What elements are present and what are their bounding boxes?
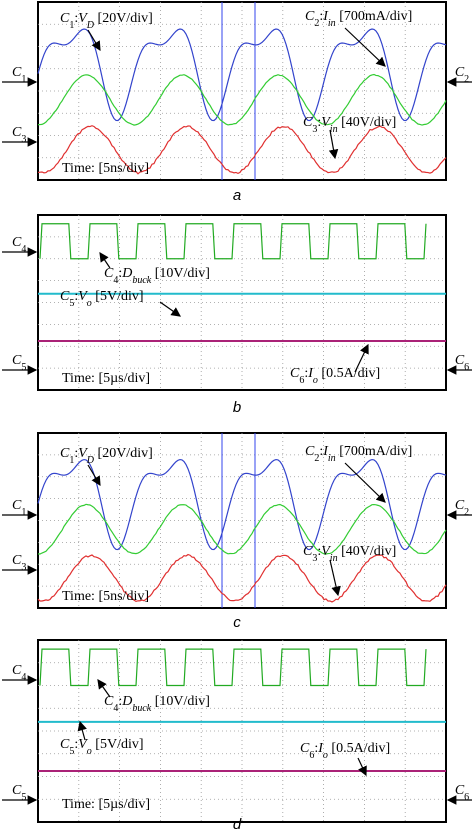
text-part: 2 <box>464 507 469 518</box>
text-part: in <box>328 18 336 29</box>
text-part: [20V/div] <box>94 11 153 26</box>
text-part: Time: [5ns/div] <box>62 161 149 176</box>
text-part: [700mA/div] <box>336 444 413 459</box>
text-part: 3 <box>21 562 26 573</box>
text-part: [0.5A/div] <box>328 741 390 756</box>
text-part: 5 <box>21 792 26 803</box>
text-part: [40V/div] <box>338 544 397 559</box>
panel-caption: c <box>233 614 241 631</box>
text-part: Time: [5µs/div] <box>62 797 150 812</box>
scope-panel <box>38 640 446 822</box>
panel-caption: a <box>233 187 241 204</box>
text-part: Time: [5ns/div] <box>62 589 149 604</box>
channel-label: Time: [5ns/div] <box>62 589 149 604</box>
text-part: buck <box>132 275 151 286</box>
text-part: [5V/div] <box>92 289 144 304</box>
panel-caption: d <box>233 816 242 833</box>
text-part: 4 <box>21 672 26 683</box>
text-part: [700mA/div] <box>336 9 413 24</box>
text-part: 3 <box>21 134 26 145</box>
text-part: 6 <box>464 792 469 803</box>
channel-label: Time: [5µs/div] <box>62 371 150 386</box>
text-part: 1 <box>21 507 26 518</box>
text-part: [20V/div] <box>94 446 153 461</box>
text-part: [10V/div] <box>151 694 210 709</box>
channel-label: Time: [5ns/div] <box>62 161 149 176</box>
text-part: 2 <box>464 74 469 85</box>
text-part: 5 <box>21 362 26 373</box>
text-part: D <box>121 694 132 709</box>
text-part: [10V/div] <box>151 266 210 281</box>
figure: C1:VD [20V/div] C2:Iin [700mA/div]C3:Vin … <box>0 0 474 835</box>
text-part: 6 <box>464 362 469 373</box>
text-part: D <box>121 266 132 281</box>
text-part: 1 <box>21 74 26 85</box>
panel-caption: b <box>233 399 241 416</box>
text-part: [0.5A/div] <box>318 366 380 381</box>
scope-panel <box>38 2 446 180</box>
text-part: [40V/div] <box>338 115 397 130</box>
text-part: Time: [5µs/div] <box>62 371 150 386</box>
text-part: buck <box>132 703 151 714</box>
page: C1:VD [20V/div] C2:Iin [700mA/div] C3:Vin … <box>0 0 474 835</box>
text-part: 4 <box>21 244 26 255</box>
text-part: in <box>328 453 336 464</box>
channel-label: Time: [5µs/div] <box>62 797 150 812</box>
text-part: [5V/div] <box>92 737 144 752</box>
